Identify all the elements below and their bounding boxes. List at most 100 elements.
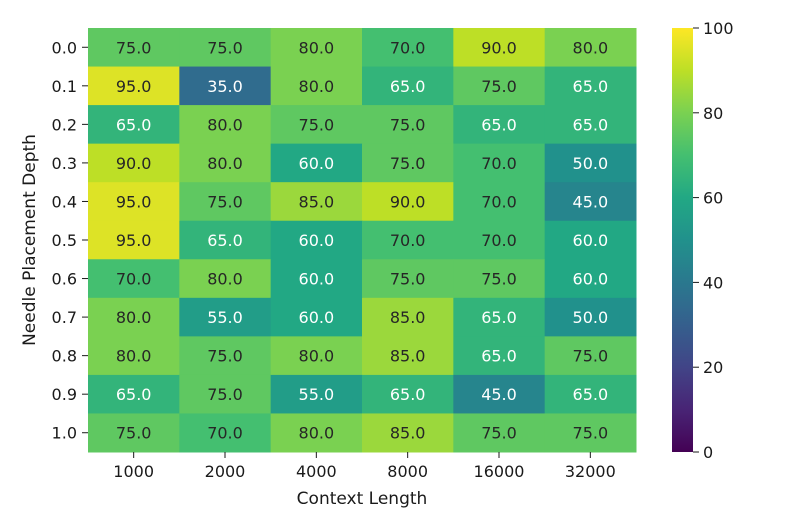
heatmap-cell: [270, 259, 363, 299]
heatmap-cells: [88, 28, 637, 453]
heatmap-cell: [270, 413, 363, 453]
cell-value-label: 85.0: [299, 192, 335, 211]
cell-value-label: 80.0: [573, 38, 609, 57]
cell-value-label: 90.0: [116, 154, 152, 173]
heatmap-cell: [362, 336, 454, 376]
heatmap-cell: [453, 143, 546, 183]
heatmap-cell: [270, 220, 363, 260]
cell-value-label: 65.0: [116, 115, 152, 134]
cell-value-label: 70.0: [481, 154, 517, 173]
heatmap-cell: [179, 336, 272, 376]
heatmap-cell: [453, 297, 546, 337]
heatmap-cell: [362, 259, 454, 299]
heatmap-cell: [179, 413, 272, 453]
heatmap-cell: [179, 105, 272, 145]
cell-value-label: 75.0: [207, 192, 243, 211]
cell-value-label: 60.0: [299, 270, 335, 289]
cell-value-label: 65.0: [481, 308, 517, 327]
heatmap-cell: [453, 28, 546, 68]
cell-value-label: 80.0: [299, 77, 335, 96]
heatmap-cell: [179, 297, 272, 337]
cell-value-label: 90.0: [390, 192, 426, 211]
heatmap-cell: [179, 220, 272, 260]
heatmap-cell: [362, 28, 454, 68]
heatmap-cell: [270, 143, 363, 183]
cell-value-label: 75.0: [481, 424, 517, 443]
y-tick-label: 0.4: [52, 192, 77, 211]
heatmap-cell: [453, 413, 546, 453]
heatmap-cell: [362, 220, 454, 260]
y-tick-label: 0.7: [52, 308, 77, 327]
y-tick-label: 0.2: [52, 115, 77, 134]
cell-value-label: 65.0: [573, 115, 609, 134]
cell-value-label: 45.0: [573, 192, 609, 211]
cell-value-label: 70.0: [390, 38, 426, 57]
colorbar-tick-label: 0: [703, 443, 713, 462]
heatmap-cell: [544, 105, 637, 145]
heatmap-cell: [270, 374, 363, 414]
x-tick-label: 8000: [387, 462, 428, 481]
colorbar-gradient: [672, 28, 693, 452]
heatmap-cell: [270, 336, 363, 376]
heatmap-cell: [544, 297, 637, 337]
heatmap-cell: [544, 374, 637, 414]
heatmap-cell: [362, 66, 454, 106]
cell-value-label: 85.0: [390, 347, 426, 366]
cell-value-label: 85.0: [390, 424, 426, 443]
heatmap-cell-labels: 75.0 75.0 80.0 70.0 90.0 80.0 95.0 35.0 80.0 65.0…: [116, 38, 608, 442]
y-tick-label: 0.9: [52, 385, 77, 404]
heatmap-cell: [179, 374, 272, 414]
cell-value-label: 80.0: [116, 308, 152, 327]
cell-value-label: 65.0: [481, 347, 517, 366]
heatmap-cell: [544, 66, 637, 106]
cell-value-label: 70.0: [207, 424, 243, 443]
heatmap-cell: [362, 143, 454, 183]
cell-value-label: 75.0: [573, 424, 609, 443]
heatmap-cell: [88, 297, 180, 337]
heatmap-cell: [453, 105, 546, 145]
y-axis-label: Needle Placement Depth: [20, 134, 40, 346]
cell-value-label: 70.0: [481, 231, 517, 250]
heatmap-cell: [362, 297, 454, 337]
x-tick-label: 16000: [474, 462, 525, 481]
cell-value-label: 70.0: [390, 231, 426, 250]
heatmap-cell: [544, 259, 637, 299]
colorbar: [672, 28, 693, 452]
heatmap-cell: [544, 143, 637, 183]
cell-value-label: 75.0: [573, 347, 609, 366]
cell-value-label: 90.0: [481, 38, 517, 57]
heatmap-cell: [453, 220, 546, 260]
x-tick-label: 2000: [205, 462, 246, 481]
heatmap-cell: [88, 105, 180, 145]
cell-value-label: 75.0: [116, 38, 152, 57]
heatmap-cell: [270, 28, 363, 68]
cell-value-label: 75.0: [390, 115, 426, 134]
x-axis-label: Context Length: [297, 489, 428, 509]
cell-value-label: 80.0: [207, 270, 243, 289]
colorbar-tick-label: 20: [703, 358, 723, 377]
heatmap-cell: [544, 182, 637, 222]
heatmap-cell: [179, 143, 272, 183]
heatmap-cell: [453, 182, 546, 222]
cell-value-label: 65.0: [390, 77, 426, 96]
cell-value-label: 50.0: [573, 308, 609, 327]
x-tick-label: 32000: [565, 462, 616, 481]
heatmap-cell: [362, 182, 454, 222]
heatmap-cell: [270, 66, 363, 106]
cell-value-label: 60.0: [299, 231, 335, 250]
heatmap-cell: [544, 28, 637, 68]
cell-value-label: 75.0: [207, 347, 243, 366]
cell-value-label: 75.0: [481, 77, 517, 96]
y-axis: 0.0 0.1 0.2 0.3 0.4 0.5 0.6 0.7 0.8 0.9 1.0: [52, 38, 88, 443]
heatmap-cell: [544, 336, 637, 376]
y-tick-label: 0.6: [52, 270, 77, 289]
x-tick-label: 4000: [296, 462, 337, 481]
cell-value-label: 65.0: [481, 115, 517, 134]
heatmap-cell: [88, 259, 180, 299]
heatmap-cell: [88, 28, 180, 68]
cell-value-label: 55.0: [299, 385, 335, 404]
heatmap-cell: [88, 182, 180, 222]
heatmap-cell: [179, 259, 272, 299]
y-tick-label: 0.5: [52, 231, 77, 250]
cell-value-label: 80.0: [299, 38, 335, 57]
